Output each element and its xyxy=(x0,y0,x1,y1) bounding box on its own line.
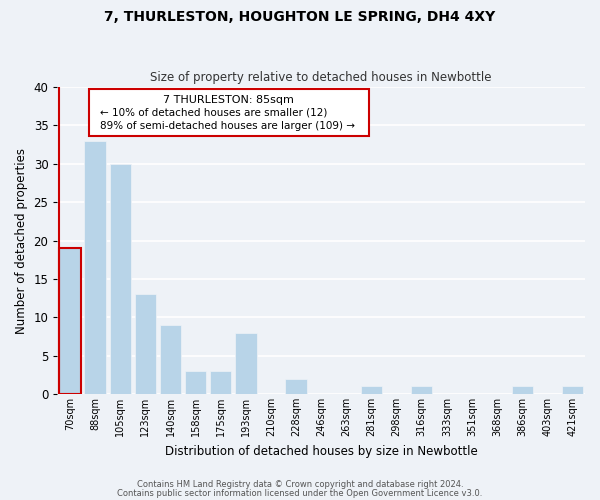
Text: 89% of semi-detached houses are larger (109) →: 89% of semi-detached houses are larger (… xyxy=(100,121,355,131)
Bar xyxy=(210,371,232,394)
Y-axis label: Number of detached properties: Number of detached properties xyxy=(15,148,28,334)
Bar xyxy=(85,141,106,394)
Title: Size of property relative to detached houses in Newbottle: Size of property relative to detached ho… xyxy=(151,72,492,85)
Bar xyxy=(562,386,583,394)
Bar xyxy=(110,164,131,394)
Text: 7 THURLESTON: 85sqm: 7 THURLESTON: 85sqm xyxy=(163,94,295,104)
Text: ← 10% of detached houses are smaller (12): ← 10% of detached houses are smaller (12… xyxy=(100,108,327,118)
Bar xyxy=(160,325,181,394)
X-axis label: Distribution of detached houses by size in Newbottle: Distribution of detached houses by size … xyxy=(165,444,478,458)
Text: Contains HM Land Registry data © Crown copyright and database right 2024.: Contains HM Land Registry data © Crown c… xyxy=(137,480,463,489)
Bar xyxy=(59,248,80,394)
FancyBboxPatch shape xyxy=(89,88,369,136)
Bar xyxy=(235,332,257,394)
Bar xyxy=(286,378,307,394)
Bar xyxy=(411,386,433,394)
Text: Contains public sector information licensed under the Open Government Licence v3: Contains public sector information licen… xyxy=(118,488,482,498)
Bar xyxy=(361,386,382,394)
Bar xyxy=(135,294,156,394)
Text: 7, THURLESTON, HOUGHTON LE SPRING, DH4 4XY: 7, THURLESTON, HOUGHTON LE SPRING, DH4 4… xyxy=(104,10,496,24)
Bar xyxy=(185,371,206,394)
Bar xyxy=(59,248,80,394)
Bar xyxy=(512,386,533,394)
